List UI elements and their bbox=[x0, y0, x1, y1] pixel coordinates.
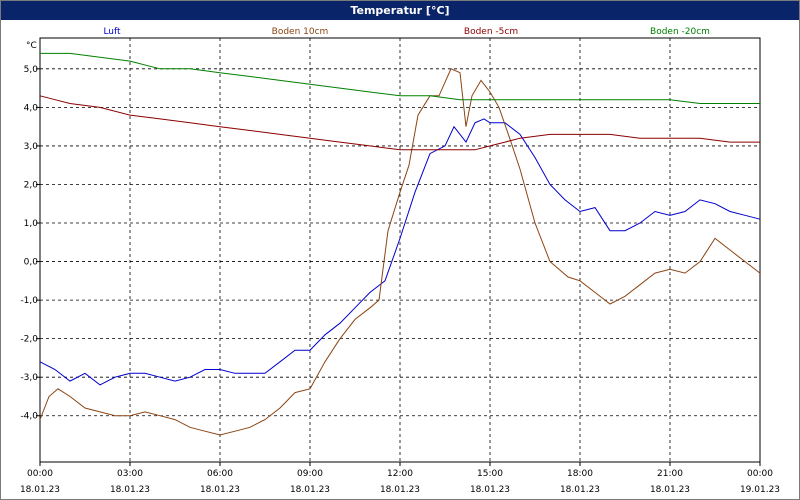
x-tick-date-label: 18.01.23 bbox=[380, 485, 420, 495]
x-tick-time-label: 03:00 bbox=[117, 469, 143, 479]
legend-entry: Boden -5cm bbox=[464, 27, 518, 37]
x-tick-time-label: 12:00 bbox=[387, 469, 413, 479]
y-tick-label: 4,0 bbox=[24, 103, 39, 113]
x-tick-date-label: 18.01.23 bbox=[200, 485, 240, 495]
chart-title: Temperatur [°C] bbox=[1, 1, 799, 20]
x-tick-date-label: 18.01.23 bbox=[650, 485, 690, 495]
legend-entry: Boden -20cm bbox=[650, 27, 710, 37]
legend-entry: Luft bbox=[103, 27, 121, 37]
y-tick-label: 3,0 bbox=[24, 142, 39, 152]
x-tick-date-label: 18.01.23 bbox=[470, 485, 510, 495]
series-line-boden-5cm bbox=[39, 95, 760, 151]
series-line-luft bbox=[39, 118, 761, 386]
x-tick-date-label: 18.01.23 bbox=[560, 485, 600, 495]
y-tick-label: 0,0 bbox=[24, 258, 39, 268]
x-tick-time-label: 21:00 bbox=[657, 469, 683, 479]
x-tick-date-label: 18.01.23 bbox=[290, 485, 330, 495]
x-tick-time-label: 06:00 bbox=[207, 469, 233, 479]
series-line-boden-20cm bbox=[40, 52, 760, 104]
y-axis-unit-label: °C bbox=[26, 41, 37, 51]
x-tick-time-label: 18:00 bbox=[567, 469, 593, 479]
y-tick-label: -4,0 bbox=[20, 412, 38, 422]
axis-labels: 5,0 4,0 3,0 2,0 1,0 0,0 -1,0 -2,0 -3,0 -4,0 00:00 1… bbox=[20, 41, 780, 495]
y-tick-label: -1,0 bbox=[20, 296, 38, 306]
legend-entry: Boden 10cm bbox=[272, 27, 329, 37]
y-tick-label: 1,0 bbox=[24, 219, 39, 229]
x-tick-time-label: 15:00 bbox=[477, 469, 503, 479]
series-line-boden-10cm bbox=[39, 68, 761, 436]
grid-lines bbox=[40, 38, 760, 462]
x-tick-date-label: 18.01.23 bbox=[110, 485, 150, 495]
x-tick-time-label: 00:00 bbox=[747, 469, 773, 479]
x-tick-date-label: 18.01.23 bbox=[20, 485, 60, 495]
axis-ticks bbox=[36, 68, 761, 466]
x-tick-time-label: 00:00 bbox=[27, 469, 53, 479]
y-tick-label: 2,0 bbox=[24, 180, 39, 190]
series-lines bbox=[39, 52, 761, 436]
x-tick-date-label: 19.01.23 bbox=[740, 485, 780, 495]
x-tick-time-label: 09:00 bbox=[297, 469, 323, 479]
y-tick-label: -3,0 bbox=[20, 373, 38, 383]
y-tick-label: -2,0 bbox=[20, 335, 38, 345]
y-tick-label: 5,0 bbox=[24, 65, 39, 75]
legend: Luft Boden 10cm Boden -5cm Boden -20cm bbox=[103, 27, 710, 37]
